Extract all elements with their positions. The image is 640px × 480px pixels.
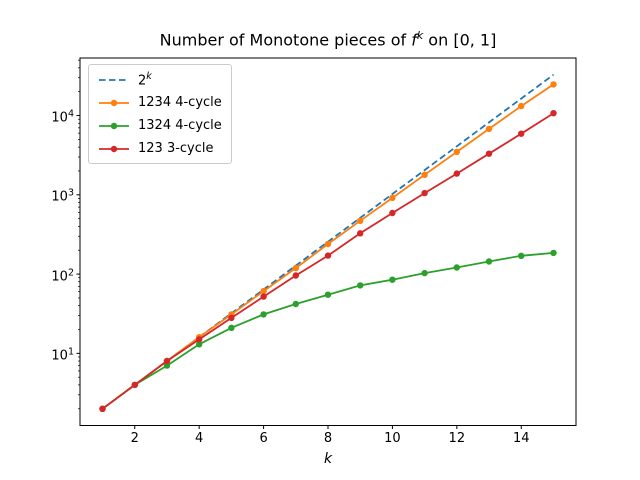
legend-item-123-3-cycle: 123 3-cycle bbox=[98, 137, 222, 160]
legend-line-solid-dot bbox=[99, 99, 129, 106]
data-point-123-3-cycle bbox=[292, 272, 299, 279]
data-point-123-3-cycle bbox=[131, 381, 138, 389]
x-tick-label: 8 bbox=[323, 431, 333, 446]
y-tick-label: 104 bbox=[51, 108, 74, 126]
legend-line-solid-dot bbox=[99, 122, 129, 129]
data-point-1324-4-cycle bbox=[453, 264, 460, 271]
legend-line-dashed bbox=[99, 78, 129, 81]
data-point-1234-4-cycle bbox=[485, 125, 493, 133]
x-axis-label: k bbox=[323, 451, 333, 467]
data-point-123-3-cycle bbox=[518, 130, 525, 137]
y-tick-label: 102 bbox=[51, 266, 74, 285]
data-point-123-3-cycle bbox=[228, 314, 235, 322]
data-point-1324-4-cycle bbox=[485, 258, 493, 265]
data-point-123-3-cycle bbox=[357, 230, 364, 237]
data-point-123-3-cycle bbox=[324, 252, 332, 259]
data-point-1324-4-cycle bbox=[421, 269, 428, 277]
data-point-1234-4-cycle bbox=[518, 102, 525, 110]
data-point-123-3-cycle bbox=[389, 209, 396, 217]
x-tick-label: 14 bbox=[512, 431, 530, 446]
data-point-123-3-cycle bbox=[196, 336, 203, 343]
legend-line-solid-dot bbox=[99, 145, 129, 152]
data-point-1234-4-cycle bbox=[389, 194, 396, 202]
series-1324-4-cycle bbox=[99, 249, 557, 412]
data-point-123-3-cycle bbox=[485, 150, 493, 157]
axes-frame bbox=[79, 57, 577, 426]
series-line-1324-4-cycle bbox=[101, 252, 554, 410]
title-f-exponent: k bbox=[416, 29, 424, 42]
legend-item-2k: 2k bbox=[98, 68, 222, 91]
data-point-1324-4-cycle bbox=[292, 300, 299, 308]
data-point-1324-4-cycle bbox=[228, 324, 235, 331]
data-point-1234-4-cycle bbox=[292, 264, 299, 272]
data-point-123-3-cycle bbox=[453, 170, 460, 177]
legend: 2k 1234 4-cycle 1324 4-cycle 123 3-cycle bbox=[88, 64, 232, 164]
data-point-1324-4-cycle bbox=[324, 291, 332, 298]
data-point-123-3-cycle bbox=[421, 189, 428, 197]
legend-item-1324-4-cycle: 1324 4-cycle bbox=[98, 114, 222, 137]
legend-label-1324-4-cycle: 1324 4-cycle bbox=[138, 118, 222, 133]
data-point-123-3-cycle bbox=[550, 110, 557, 117]
data-point-1324-4-cycle bbox=[518, 252, 525, 259]
data-point-1324-4-cycle bbox=[163, 362, 171, 369]
data-point-1234-4-cycle bbox=[453, 148, 460, 156]
data-point-123-3-cycle bbox=[99, 405, 106, 412]
data-point-1324-4-cycle bbox=[550, 249, 557, 257]
data-point-123-3-cycle bbox=[163, 357, 171, 365]
data-point-1324-4-cycle bbox=[260, 311, 267, 318]
legend-label-1234-4-cycle: 1234 4-cycle bbox=[138, 95, 222, 110]
legend-label-2k: 2k bbox=[138, 70, 152, 89]
data-point-1234-4-cycle bbox=[421, 171, 428, 178]
series-123-3-cycle bbox=[99, 110, 557, 412]
x-tick-label: 2 bbox=[130, 431, 139, 446]
title-text: Number of Monotone pieces of bbox=[159, 30, 412, 50]
data-point-1234-4-cycle bbox=[357, 217, 364, 224]
y-tick-label: 103 bbox=[51, 187, 74, 205]
data-point-123-3-cycle bbox=[260, 293, 267, 300]
title-suffix: on [0, 1] bbox=[423, 30, 497, 50]
legend-label-123-3-cycle: 123 3-cycle bbox=[138, 141, 214, 156]
legend-item-1234-4-cycle: 1234 4-cycle bbox=[98, 91, 222, 114]
y-tick-label: 101 bbox=[51, 346, 74, 364]
x-tick-label: 4 bbox=[195, 431, 204, 446]
data-point-1234-4-cycle bbox=[550, 81, 557, 88]
chart-title: Number of Monotone pieces of fk on [0, 1… bbox=[160, 29, 497, 49]
x-tick-label: 10 bbox=[384, 431, 401, 446]
x-tick-label: 6 bbox=[259, 431, 268, 446]
title-f-variable: f bbox=[411, 30, 417, 50]
data-point-1234-4-cycle bbox=[260, 287, 267, 295]
data-point-1324-4-cycle bbox=[196, 341, 203, 348]
data-point-1234-4-cycle bbox=[324, 240, 332, 248]
data-point-1324-4-cycle bbox=[389, 276, 396, 283]
data-point-1324-4-cycle bbox=[357, 282, 364, 289]
x-tick-label: 12 bbox=[448, 431, 466, 446]
